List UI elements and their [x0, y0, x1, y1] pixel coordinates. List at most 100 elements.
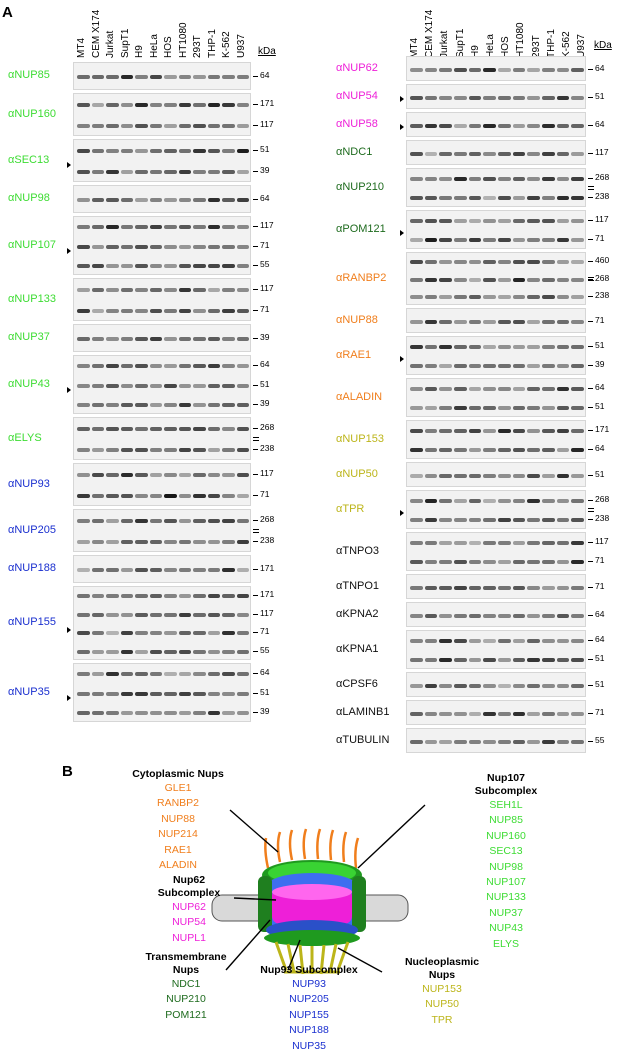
protein-band [207, 631, 220, 636]
protein-band [571, 585, 584, 590]
protein-band [498, 319, 511, 324]
protein-band [106, 691, 119, 696]
blot-panel [73, 216, 251, 275]
transmembrane-right [352, 876, 366, 932]
protein-band [236, 631, 249, 636]
mw-tick [588, 712, 593, 714]
callout-lines [225, 804, 426, 973]
protein-band [178, 494, 191, 499]
protein-band [178, 170, 191, 175]
protein-band [542, 364, 555, 369]
group-member: NUP160 [486, 829, 526, 842]
protein-band [91, 472, 104, 477]
protein-band [512, 518, 526, 523]
protein-band [91, 649, 104, 654]
protein-band [542, 277, 555, 282]
protein-band [135, 612, 148, 617]
mw-marker: 39 [595, 359, 605, 370]
protein-band [571, 498, 584, 503]
mw-tick [588, 68, 593, 70]
protein-band [77, 148, 90, 153]
cytoplasmic-filaments [264, 828, 360, 869]
protein-band [512, 176, 526, 181]
protein-band [135, 124, 148, 129]
protein-band [468, 259, 482, 264]
protein-band [77, 691, 90, 696]
protein-band [236, 426, 249, 431]
group-member: SEC13 [489, 845, 523, 858]
protein-band [135, 540, 148, 545]
antibody-label: αNUP93 [8, 477, 50, 490]
mw-tick [253, 125, 258, 127]
blot-panel [73, 355, 251, 414]
protein-band [236, 124, 249, 129]
protein-band [77, 426, 90, 431]
protein-band [193, 264, 206, 269]
protein-band [424, 218, 438, 223]
protein-band [135, 671, 148, 676]
protein-band [207, 309, 220, 314]
protein-band [527, 540, 540, 545]
protein-band [164, 264, 177, 269]
mw-marker: 117 [595, 535, 609, 546]
protein-band [498, 295, 511, 300]
protein-band [454, 364, 467, 369]
protein-band [542, 67, 555, 72]
protein-band [512, 498, 526, 503]
protein-band [178, 612, 191, 617]
kda-label-left: kDa [258, 46, 276, 57]
protein-band [193, 363, 206, 368]
mw-marker: 51 [260, 378, 270, 389]
protein-band [164, 337, 177, 341]
mw-tick [253, 225, 258, 227]
protein-band [135, 568, 148, 572]
protein-band [556, 711, 570, 716]
protein-band [207, 494, 220, 499]
protein-band [207, 363, 220, 368]
protein-band [468, 711, 482, 716]
protein-band [149, 426, 162, 431]
group-member: NUP37 [489, 906, 523, 919]
mw-marker: 171 [260, 563, 275, 573]
protein-band [149, 102, 162, 107]
protein-band [410, 319, 423, 324]
protein-band [236, 170, 249, 175]
protein-band [571, 364, 584, 369]
blot-panel [73, 663, 251, 722]
protein-band [106, 198, 119, 202]
protein-band [556, 319, 570, 324]
group-member: NUP50 [425, 998, 459, 1011]
mw-marker: 117 [595, 146, 609, 157]
protein-band [91, 198, 104, 202]
antibody-label: αNUP58 [336, 117, 378, 130]
protein-band [424, 428, 438, 433]
protein-band [424, 259, 438, 264]
protein-band [193, 594, 206, 599]
protein-band [222, 494, 235, 499]
protein-band [164, 363, 177, 368]
protein-band [498, 218, 511, 223]
antibody-label: αTNPO1 [336, 579, 380, 592]
protein-band [135, 224, 148, 229]
protein-band [207, 594, 220, 599]
protein-band [424, 364, 438, 369]
lane-label: U937 [576, 34, 588, 58]
protein-band [571, 711, 584, 716]
blot-panel [73, 93, 251, 136]
mw-tick [253, 650, 258, 652]
mw-tick [253, 712, 258, 714]
mw-tick [588, 449, 593, 451]
protein-band [571, 540, 584, 545]
protein-band [410, 406, 423, 411]
antibody-label: αNUP62 [336, 61, 378, 74]
protein-band [468, 319, 482, 324]
protein-band [454, 518, 467, 523]
protein-band [222, 649, 235, 654]
group-member: TPR [431, 1013, 453, 1026]
protein-band [439, 540, 452, 545]
blot-panel [406, 462, 586, 487]
protein-band [424, 498, 438, 503]
blot-panel [73, 463, 251, 506]
protein-band [556, 277, 570, 282]
protein-band [498, 638, 511, 643]
